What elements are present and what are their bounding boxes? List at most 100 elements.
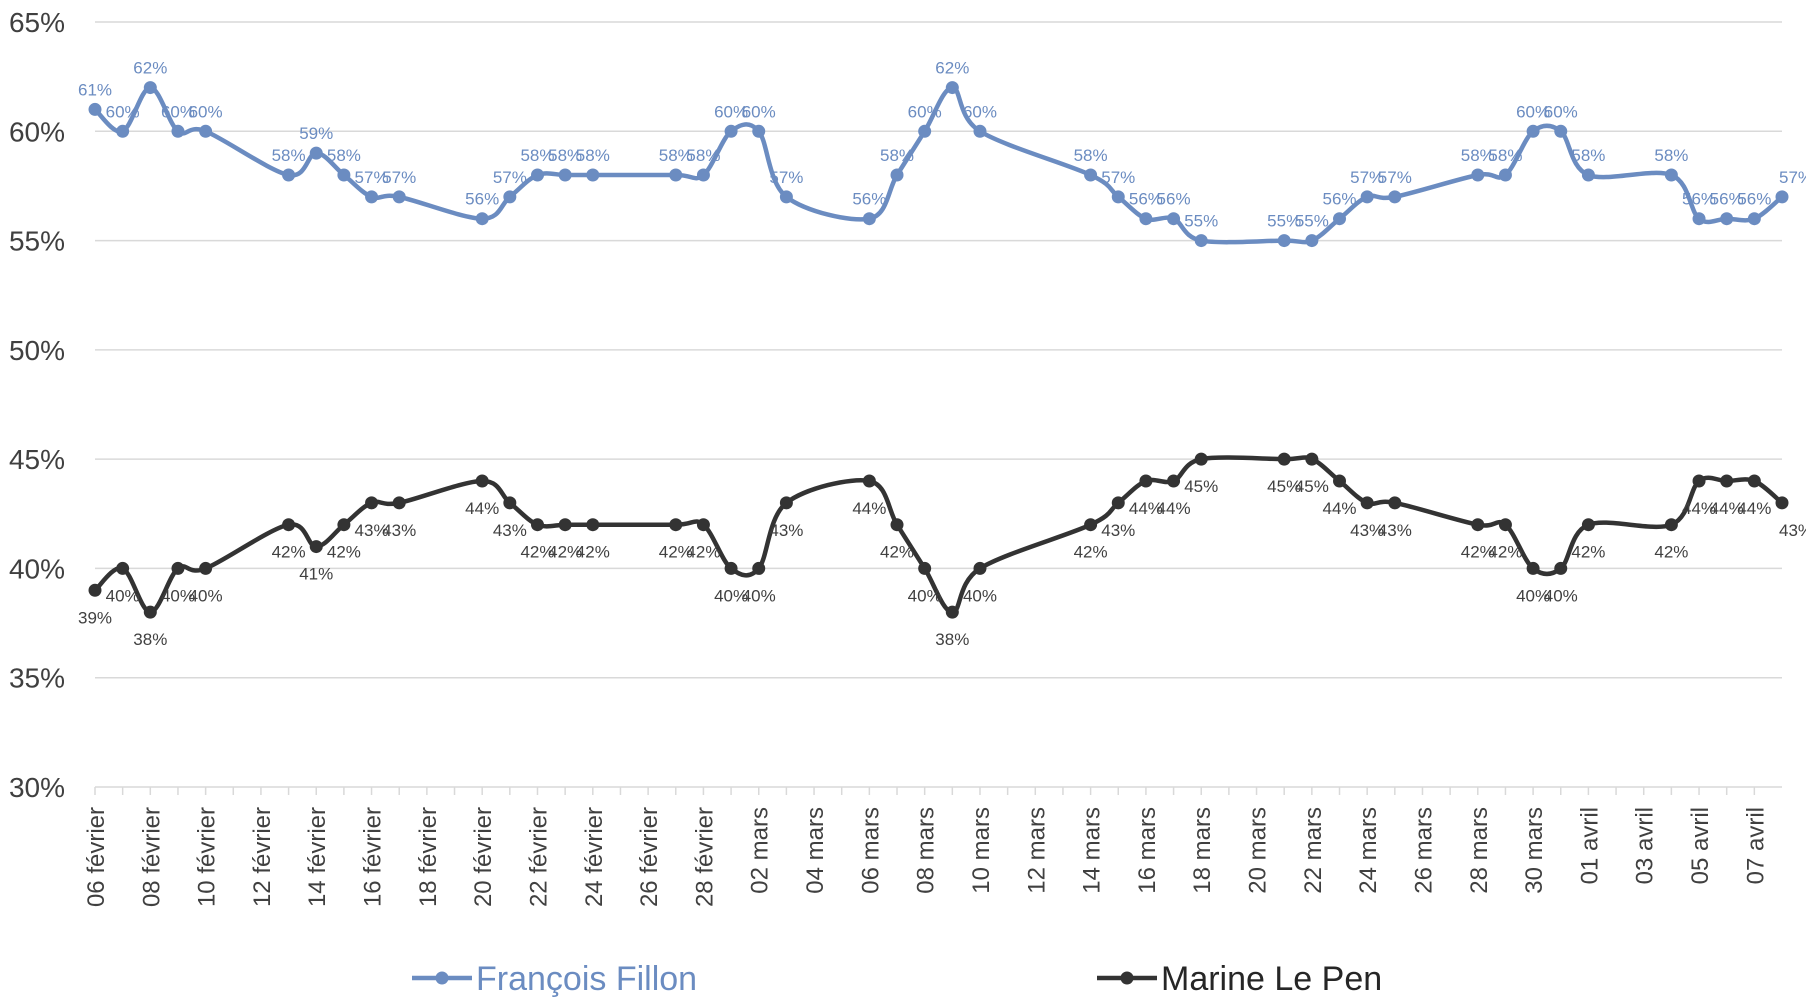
data-point: [1692, 474, 1706, 488]
data-label: 60%: [908, 102, 942, 121]
data-label: 41%: [299, 565, 333, 584]
data-label: 58%: [520, 146, 554, 165]
x-tick-label: 16 février: [360, 807, 387, 907]
data-label: 43%: [355, 521, 389, 540]
x-tick-label: 07 avril: [1742, 807, 1769, 884]
data-labels: 61%60%62%60%60%58%59%58%57%57%56%57%58%5…: [78, 59, 1806, 650]
data-point: [945, 605, 959, 619]
x-tick-label: 28 février: [691, 807, 718, 907]
y-tick-label: 65%: [9, 7, 65, 38]
y-axis-tick-labels: 30% 35% 40% 45% 50% 55% 60% 65%: [9, 7, 65, 803]
x-tick-label: 08 février: [138, 807, 165, 907]
y-tick-label: 30%: [9, 772, 65, 803]
data-label: 60%: [963, 102, 997, 121]
data-label: 59%: [299, 124, 333, 143]
data-point: [1471, 518, 1485, 532]
data-label: 42%: [1488, 543, 1522, 562]
data-point: [1498, 518, 1512, 532]
data-point: [309, 146, 323, 160]
data-point: [143, 81, 157, 95]
data-label: 44%: [1710, 499, 1744, 518]
data-label: 60%: [742, 102, 776, 121]
data-label: 42%: [686, 543, 720, 562]
data-point: [1747, 474, 1761, 488]
data-label: 43%: [769, 521, 803, 540]
data-point: [1775, 496, 1789, 510]
x-tick-label: 28 mars: [1466, 807, 1493, 894]
data-label: 58%: [1488, 146, 1522, 165]
data-point: [586, 518, 600, 532]
x-tick-label: 12 février: [249, 807, 276, 907]
data-point: [1747, 212, 1761, 226]
data-label: 40%: [963, 586, 997, 605]
data-label: 42%: [1571, 543, 1605, 562]
x-tick-label: 24 mars: [1355, 807, 1382, 894]
data-point: [1388, 496, 1402, 510]
data-label: 57%: [382, 168, 416, 187]
data-point: [503, 190, 517, 204]
x-tick-label: 22 mars: [1300, 807, 1327, 894]
x-tick-label: 01 avril: [1576, 807, 1603, 884]
data-point: [724, 124, 738, 138]
data-label: 44%: [1157, 499, 1191, 518]
data-label: 56%: [1710, 190, 1744, 209]
data-label: 40%: [106, 586, 140, 605]
data-point: [1360, 190, 1374, 204]
data-point: [586, 168, 600, 182]
data-point: [1581, 518, 1595, 532]
x-tick-label: 10 février: [194, 807, 221, 907]
data-point: [365, 496, 379, 510]
data-label: 57%: [1779, 168, 1806, 187]
data-point: [1194, 452, 1208, 466]
data-label: 57%: [1101, 168, 1135, 187]
data-label: 60%: [161, 102, 195, 121]
legend-entry: François Fillon: [476, 960, 697, 997]
data-point: [558, 518, 572, 532]
data-point: [116, 561, 130, 575]
x-tick-label: 26 mars: [1410, 807, 1437, 894]
data-label: 39%: [78, 608, 112, 627]
data-point: [696, 168, 710, 182]
data-point: [1720, 474, 1734, 488]
data-label: 42%: [1074, 543, 1108, 562]
data-label: 40%: [1516, 586, 1550, 605]
x-tick-label: 06 février: [83, 807, 110, 907]
data-point: [669, 168, 683, 182]
data-label: 56%: [1737, 190, 1771, 209]
data-label: 44%: [852, 499, 886, 518]
data-point: [862, 474, 876, 488]
data-label: 58%: [880, 146, 914, 165]
x-tick-label: 14 mars: [1079, 807, 1106, 894]
data-point: [862, 212, 876, 226]
data-point: [558, 168, 572, 182]
data-label: 56%: [1682, 190, 1716, 209]
data-label: 44%: [1737, 499, 1771, 518]
data-label: 60%: [1544, 102, 1578, 121]
data-point: [282, 518, 296, 532]
data-label: 62%: [935, 59, 969, 78]
data-label: 42%: [659, 543, 693, 562]
data-point: [88, 102, 102, 116]
data-point: [475, 474, 489, 488]
data-label: 43%: [493, 521, 527, 540]
data-label: 42%: [1654, 543, 1688, 562]
data-label: 42%: [327, 543, 361, 562]
data-point: [890, 168, 904, 182]
data-label: 42%: [272, 543, 306, 562]
data-label: 40%: [189, 586, 223, 605]
data-label: 60%: [714, 102, 748, 121]
data-label: 56%: [1157, 190, 1191, 209]
data-point: [1139, 212, 1153, 226]
data-label: 44%: [1322, 499, 1356, 518]
data-point: [1167, 474, 1181, 488]
data-point: [1084, 518, 1098, 532]
grid-lines: [95, 21, 1782, 788]
data-point: [1664, 168, 1678, 182]
data-label: 40%: [714, 586, 748, 605]
data-point: [1471, 168, 1485, 182]
data-point: [1167, 212, 1181, 226]
data-label: 40%: [1544, 586, 1578, 605]
x-tick-label: 18 mars: [1189, 807, 1216, 894]
data-label: 42%: [880, 543, 914, 562]
data-point: [530, 168, 544, 182]
